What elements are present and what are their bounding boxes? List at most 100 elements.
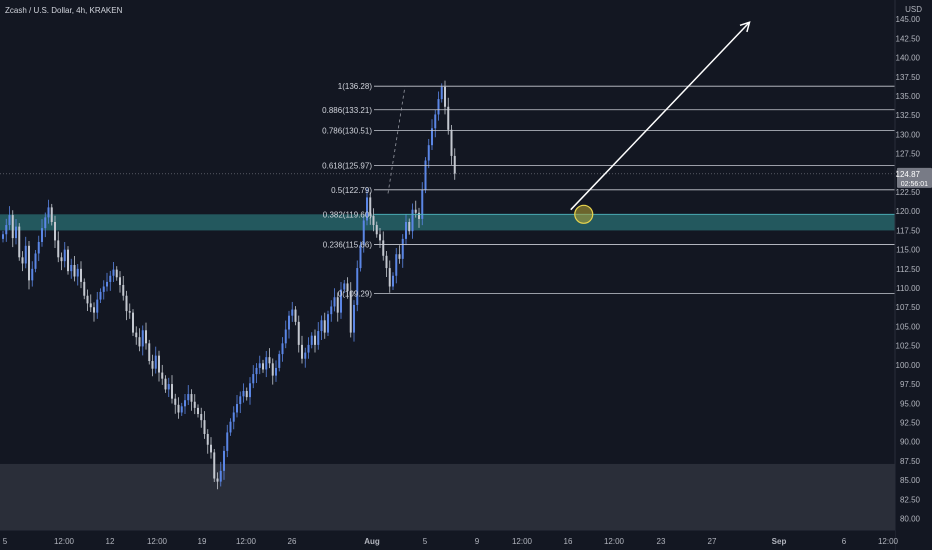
candle-body: [67, 249, 69, 272]
candle-body: [385, 255, 388, 269]
fib-level-label: 0(109.29): [338, 289, 373, 298]
candle-body: [330, 306, 333, 315]
fib-level-label: 1(136.28): [338, 82, 373, 91]
candle-body: [369, 197, 372, 216]
candle-body: [366, 197, 368, 221]
price-tick-label: 90.00: [900, 438, 921, 447]
candle-body: [138, 337, 141, 347]
price-tick-label: 112.50: [896, 265, 920, 274]
time-tick-label: 12:00: [604, 537, 625, 546]
candle-body: [288, 315, 290, 330]
candle-body: [11, 215, 14, 239]
candle-body: [421, 189, 424, 219]
candle-body: [375, 225, 378, 235]
candle-body: [353, 304, 355, 333]
time-tick-label: 12:00: [878, 537, 899, 546]
candle-body: [327, 314, 329, 333]
candle-body: [437, 99, 440, 115]
candle-body: [171, 384, 173, 399]
candle-body: [232, 412, 235, 422]
candle-body: [450, 129, 453, 156]
candle-body: [249, 383, 251, 398]
price-tick-label: 117.50: [896, 226, 920, 235]
candle-body: [15, 226, 17, 239]
price-tick-label: 120.00: [896, 207, 921, 216]
candle-body: [164, 378, 167, 390]
candle-body: [414, 209, 417, 213]
candle-body: [223, 450, 225, 471]
candle-body: [158, 355, 160, 373]
candle-body: [112, 269, 115, 276]
time-tick-label: 5: [423, 537, 428, 546]
price-tick-label: 85.00: [900, 476, 921, 485]
candle-body: [37, 241, 40, 254]
price-tick-label: 82.50: [900, 495, 921, 504]
candle-body: [418, 212, 420, 219]
candle-body: [93, 307, 95, 313]
candle-body: [34, 253, 37, 269]
price-tick-label: 115.00: [896, 246, 920, 255]
candle-body: [252, 374, 255, 384]
candle-body: [148, 343, 151, 362]
candle-body: [314, 335, 316, 345]
candle-body: [434, 114, 437, 129]
candle-body: [226, 432, 229, 451]
price-tick-label: 132.50: [896, 111, 921, 120]
candles-layer: [2, 80, 456, 490]
candle-body: [346, 283, 349, 292]
price-tick-label: 142.50: [896, 34, 921, 43]
candle-body: [197, 407, 199, 415]
candle-body: [210, 444, 212, 453]
fib-level-label: 0.786(130.51): [322, 127, 372, 136]
candle-body: [57, 240, 60, 258]
candle-body: [356, 268, 359, 305]
candle-body: [317, 331, 320, 345]
candle-body: [28, 245, 30, 281]
candle-body: [398, 254, 401, 259]
time-axis[interactable]: 5 12:00 12 12:00 19 12:00 26 Aug 5 9 12:00 16 12:00 2…: [0, 529, 899, 550]
price-tick-label: 110.00: [896, 284, 920, 293]
candle-body: [154, 355, 157, 369]
candle-body: [184, 400, 186, 407]
time-tick-label: 16: [564, 537, 573, 546]
bar-countdown: 02:56:01: [901, 181, 928, 188]
candle-body: [76, 268, 79, 277]
candle-body: [119, 277, 121, 285]
candle-body: [294, 309, 297, 322]
last-price-value: 124.87: [896, 170, 921, 179]
candle-body: [405, 221, 407, 239]
candle-body: [333, 297, 336, 307]
candle-body: [340, 289, 342, 313]
candle-body: [203, 420, 206, 434]
fib-level-label: 0.236(115.66): [323, 241, 373, 250]
candle-body: [278, 354, 281, 368]
candle-body: [411, 209, 414, 232]
candle-body: [135, 332, 138, 338]
candle-body: [388, 268, 391, 287]
price-axis[interactable]: USD 80.00 82.50 85.00 87.50 90.00 92.50 95.00 97…: [894, 0, 932, 550]
time-tick-label: 12: [106, 537, 115, 546]
zones-layer: [0, 214, 895, 530]
price-tick-label: 102.50: [896, 342, 921, 351]
candle-body: [219, 470, 222, 482]
candle-body: [109, 275, 112, 282]
candle-body: [174, 398, 177, 405]
fibonacci-retracement[interactable]: 1(136.28) 0.886(133.21) 0.786(130.51) 0.618…: [322, 82, 895, 298]
resistance-zone: [0, 214, 895, 231]
candle-body: [343, 283, 346, 290]
price-tick-label: 140.00: [896, 54, 921, 63]
candle-body: [161, 372, 164, 379]
candle-body: [96, 299, 99, 313]
projection-arrow-head: [739, 21, 751, 33]
candle-body: [395, 254, 398, 276]
candle-body: [122, 284, 125, 296]
candle-body: [372, 215, 375, 226]
time-tick-label: 12:00: [147, 537, 168, 546]
candle-body: [382, 240, 385, 256]
candle-body: [297, 321, 300, 345]
candle-body: [362, 220, 365, 246]
candle-body: [291, 309, 294, 316]
target-circle[interactable]: [574, 204, 594, 224]
projection-arrow-line[interactable]: [570, 21, 751, 211]
